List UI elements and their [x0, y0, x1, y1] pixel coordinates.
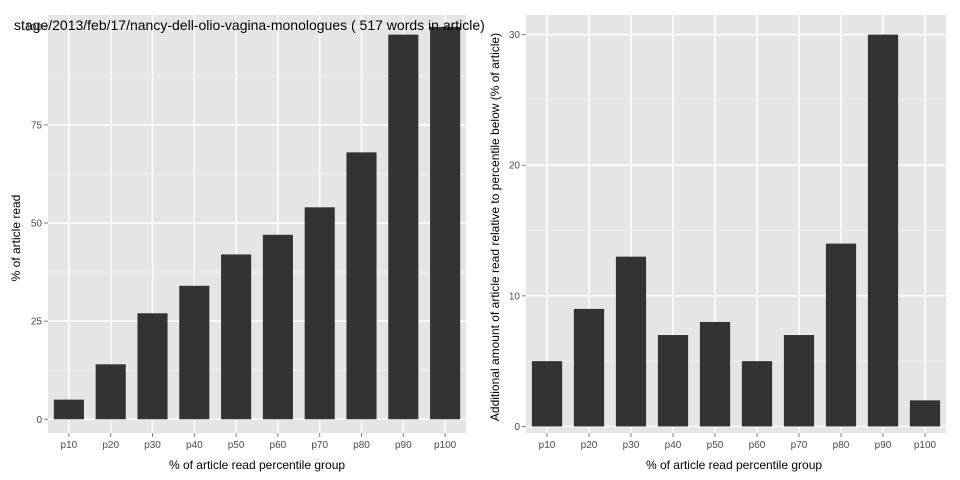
bar-p60	[262, 234, 293, 420]
y-axis-title-right: Additional amount of article read relati…	[488, 33, 502, 421]
x-tick-label: p90	[875, 440, 892, 451]
x-tick-label: p80	[353, 440, 370, 451]
x-tick-label: p40	[186, 440, 203, 451]
y-ticks-right: 0 10 20 30	[509, 30, 526, 433]
bar-p20	[573, 308, 605, 427]
bar-p90	[867, 34, 899, 427]
y-tick-label: 100	[25, 22, 42, 33]
bar-p10	[53, 399, 84, 420]
bar-p10	[531, 361, 563, 427]
x-tick-label: p100	[434, 440, 457, 451]
x-axis-title-left: % of article read percentile group	[169, 458, 345, 472]
x-tick-label: p90	[395, 440, 412, 451]
bars-left	[53, 26, 461, 420]
x-ticks-right: p10 p20 p30 p40 p50 p60 p70 p80 p90 p100	[539, 433, 937, 451]
bar-p70	[783, 335, 815, 427]
bar-p80	[825, 243, 857, 427]
bar-p100	[909, 400, 941, 427]
y-tick-label: 50	[31, 219, 43, 230]
x-tick-label: p40	[665, 440, 682, 451]
bar-p40	[657, 335, 689, 427]
x-tick-label: p30	[623, 440, 640, 451]
bar-p20	[95, 364, 126, 420]
bar-p70	[304, 207, 335, 420]
bar-p50	[699, 321, 731, 427]
y-tick-label: 10	[509, 291, 521, 302]
y-tick-label: 0	[36, 415, 42, 426]
x-tick-label: p20	[102, 440, 119, 451]
y-axis-title-left: % of article read	[9, 195, 23, 282]
y-tick-label: 25	[31, 317, 43, 328]
x-ticks-left: p10 p20 p30 p40 p50 p60 p70 p80 p90 p100	[61, 433, 457, 451]
x-tick-label: p30	[144, 440, 161, 451]
bar-p40	[179, 285, 210, 420]
bar-p100	[430, 26, 461, 420]
y-tick-label: 30	[509, 30, 521, 41]
x-tick-label: p10	[539, 440, 556, 451]
bar-p30	[137, 313, 168, 420]
bars-right	[531, 34, 941, 427]
x-tick-label: p60	[270, 440, 287, 451]
bar-p30	[615, 256, 647, 427]
x-tick-label: p70	[791, 440, 808, 451]
x-tick-label: p60	[749, 440, 766, 451]
x-axis-title-right: % of article read percentile group	[646, 458, 822, 472]
x-tick-label: p70	[311, 440, 328, 451]
x-tick-label: p20	[581, 440, 598, 451]
x-tick-label: p10	[61, 440, 78, 451]
x-tick-label: p50	[707, 440, 724, 451]
y-tick-label: 0	[514, 422, 520, 433]
y-tick-label: 20	[509, 161, 521, 172]
y-tick-label: 75	[31, 120, 43, 131]
bar-p90	[388, 34, 419, 420]
x-tick-label: p100	[914, 440, 937, 451]
y-ticks-left: 0 25 50 75 100	[25, 22, 48, 426]
bar-p60	[741, 361, 773, 427]
bar-p80	[346, 152, 377, 420]
chart-title: stage/2013/feb/17/nancy-dell-olio-vagina…	[14, 17, 485, 33]
title-clip-mask	[484, 0, 960, 14]
bar-p50	[221, 254, 252, 420]
x-tick-label: p50	[228, 440, 245, 451]
x-tick-label: p80	[833, 440, 850, 451]
